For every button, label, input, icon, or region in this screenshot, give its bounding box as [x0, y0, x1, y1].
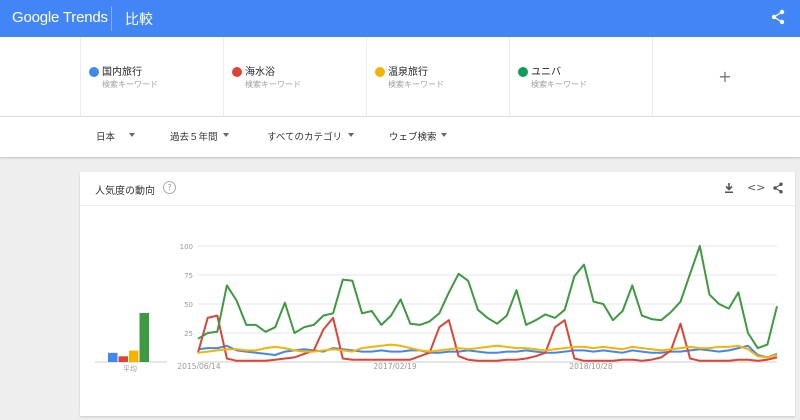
- chevron-down-icon[interactable]: [348, 133, 354, 137]
- term-color-dot: [518, 67, 528, 77]
- embed-icon[interactable]: <>: [747, 181, 766, 194]
- term-type: 検索キーワード: [245, 80, 301, 89]
- y-tick-label: 100: [180, 243, 193, 251]
- average-bar: [139, 313, 149, 362]
- category-dropdown[interactable]: すべてのカテゴリ: [267, 132, 342, 143]
- average-bar: [118, 356, 128, 362]
- help-icon[interactable]: ?: [163, 181, 176, 194]
- term-name: 温泉旅行: [388, 67, 428, 78]
- term-card[interactable]: ユニバ 検索キーワード: [509, 37, 652, 117]
- term-type: 検索キーワード: [531, 80, 587, 89]
- average-bar: [129, 350, 139, 362]
- term-color-dot: [232, 67, 242, 77]
- card-title: 人気度の動向: [95, 186, 155, 197]
- y-tick-label: 25: [184, 330, 193, 338]
- average-bar: [108, 352, 118, 362]
- term-type: 検索キーワード: [102, 80, 158, 89]
- share-icon[interactable]: [770, 9, 786, 25]
- term-card[interactable]: 温泉旅行 検索キーワード: [366, 37, 509, 117]
- chevron-down-icon[interactable]: [223, 133, 229, 137]
- x-tick-label: 2015/06/14: [177, 362, 220, 371]
- add-term-button[interactable]: +: [652, 37, 797, 117]
- card-divider: [80, 205, 795, 206]
- app-header: Google Trends 比較: [0, 0, 800, 37]
- x-tick-label: 2018/10/28: [569, 362, 612, 371]
- series-line: [197, 245, 778, 350]
- header-divider: [111, 6, 112, 31]
- chevron-down-icon[interactable]: [441, 133, 447, 137]
- term-name: 国内旅行: [102, 67, 142, 78]
- share-icon[interactable]: [772, 182, 784, 194]
- term-color-dot: [89, 67, 99, 77]
- term-color-dot: [375, 67, 385, 77]
- term-card[interactable]: 国内旅行 検索キーワード: [80, 37, 223, 117]
- period-dropdown[interactable]: 過去５年間: [170, 132, 218, 143]
- term-card[interactable]: 海水浴 検索キーワード: [223, 37, 366, 117]
- term-name: ユニバ: [531, 67, 561, 78]
- term-type: 検索キーワード: [388, 80, 444, 89]
- average-label: 平均: [123, 364, 137, 373]
- download-icon[interactable]: [723, 182, 735, 194]
- comparison-terms: 国内旅行 検索キーワード 海水浴 検索キーワード 温泉旅行 検索キーワード ユニ…: [0, 37, 800, 117]
- filter-bar: 日本 過去５年間 すべてのカテゴリ ウェブ検索: [0, 117, 800, 157]
- search-type-dropdown[interactable]: ウェブ検索: [389, 132, 437, 143]
- interest-over-time-card: 人気度の動向 ? <>: [80, 172, 795, 416]
- y-tick-label: 75: [184, 272, 193, 280]
- x-tick-label: 2017/02/19: [373, 362, 416, 371]
- series-line: [197, 343, 778, 359]
- series-line: [197, 314, 778, 362]
- y-tick-label: 50: [184, 301, 193, 309]
- term-name: 海水浴: [245, 67, 275, 78]
- page-title: 比較: [125, 12, 153, 28]
- region-dropdown[interactable]: 日本: [96, 132, 116, 143]
- chevron-down-icon[interactable]: [129, 133, 135, 137]
- google-trends-logo[interactable]: Google Trends: [12, 9, 108, 26]
